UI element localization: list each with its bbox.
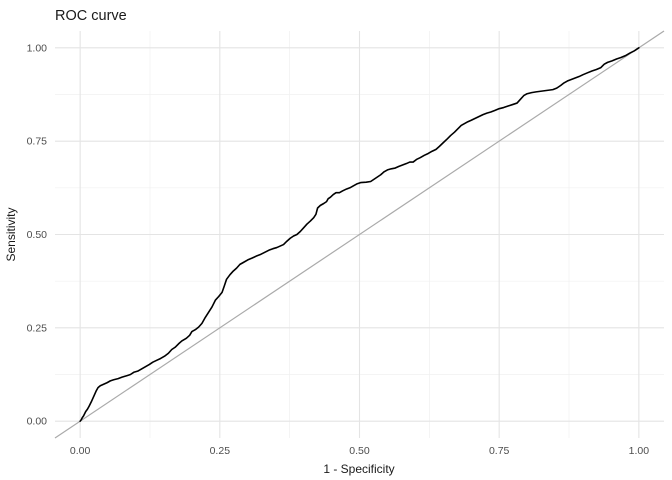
- x-tick-label: 1.00: [629, 445, 650, 457]
- y-tick-label: 0.00: [27, 416, 48, 428]
- y-tick-label: 0.25: [27, 322, 48, 334]
- grid-major-layer: [55, 31, 664, 438]
- chance-diagonal-line: [54, 30, 665, 439]
- tick-label-layer: 0.00 0.25 0.50 0.75 1.00 0.00 0.25 0.50 0.75 1.00: [27, 42, 650, 457]
- x-tick-label: 0.00: [70, 445, 91, 457]
- x-tick-label: 0.25: [210, 445, 231, 457]
- x-axis-label: 1 - Specificity: [323, 462, 394, 476]
- y-tick-label: 0.50: [27, 229, 48, 241]
- chart-title: ROC curve: [55, 8, 127, 24]
- x-tick-label: 0.50: [349, 445, 370, 457]
- y-tick-label: 1.00: [27, 42, 48, 54]
- y-tick-label: 0.75: [27, 136, 48, 148]
- roc-curve-path: [79, 46, 640, 423]
- x-tick-label: 0.75: [489, 445, 510, 457]
- y-axis-label: Sensitivity: [4, 207, 18, 261]
- roc-curve-layer: [79, 46, 640, 423]
- reference-line-layer: [54, 30, 665, 439]
